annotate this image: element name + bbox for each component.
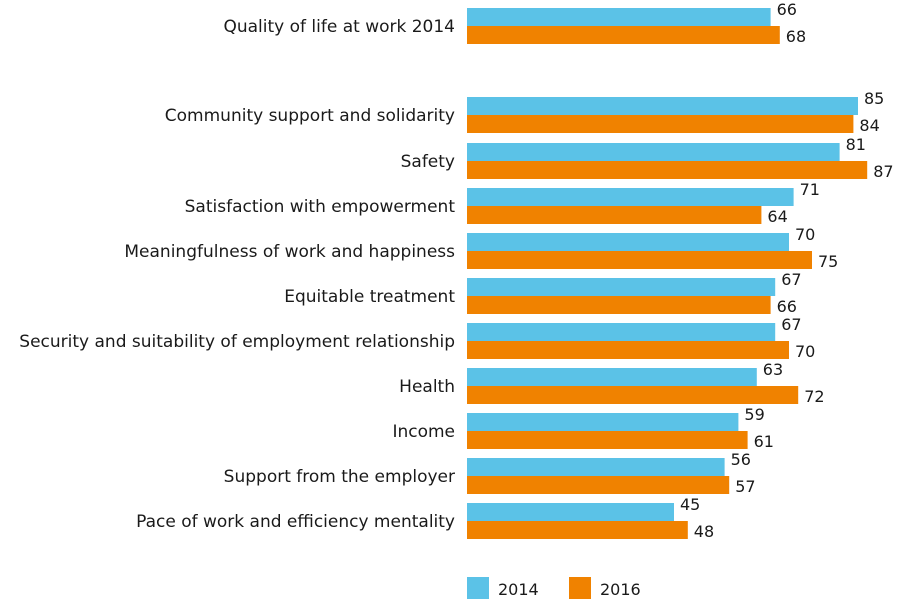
data-label: 64 [767,207,787,226]
bar-2014 [467,503,674,521]
bar-2016 [467,341,789,359]
bar-2014 [467,233,789,251]
data-label: 61 [754,432,774,451]
data-label: 70 [795,342,815,361]
bar-2014 [467,97,858,115]
data-label: 48 [694,522,714,541]
legend-swatch-2016 [569,577,591,599]
category-label: Income [392,422,455,442]
data-label: 71 [800,180,820,199]
bar-2016 [467,161,868,179]
legend-label: 2016 [600,580,641,599]
legend-label: 2014 [498,580,539,599]
category-label: Support from the employer [224,467,455,487]
bar-2014 [467,413,739,431]
data-label: 59 [744,405,764,424]
data-label: 75 [818,252,838,271]
category-label: Equitable treatment [284,287,455,307]
category-label: Quality of life at work 2014 [223,17,455,37]
category-label: Safety [401,152,455,172]
bar-2014 [467,278,776,296]
bar-2016 [467,206,762,224]
category-label: Health [399,377,455,397]
labels-layer: Quality of life at work 2014 66 68 Communit… [19,0,893,541]
data-label: 56 [731,450,751,469]
data-label: 57 [735,477,755,496]
data-label: 81 [846,135,866,154]
data-label: 66 [777,297,797,316]
bar-2016 [467,476,730,494]
data-label: 87 [873,162,893,181]
data-label: 45 [680,495,700,514]
legend: 2014 2016 [467,577,641,599]
category-label: Satisfaction with empowerment [185,197,456,217]
category-label: Security and suitability of employment r… [19,332,455,352]
data-label: 85 [864,89,884,108]
data-label: 84 [859,116,879,135]
data-label: 67 [781,315,801,334]
bar-2014 [467,188,794,206]
bar-2014 [467,143,840,161]
category-label: Pace of work and efficiency mentality [136,512,455,532]
category-label: Meaningfulness of work and happiness [124,242,455,262]
bar-2014 [467,458,725,476]
data-label: 68 [786,27,806,46]
bar-2016 [467,521,688,539]
bar-2016 [467,431,748,449]
bar-2014 [467,323,776,341]
data-label: 67 [781,270,801,289]
bars-layer [467,8,868,539]
data-label: 72 [804,387,824,406]
category-label: Community support and solidarity [165,106,455,126]
bar-2016 [467,296,771,314]
bar-2014 [467,368,757,386]
legend-swatch-2014 [467,577,489,599]
bar-2016 [467,386,799,404]
bar-2016 [467,115,854,133]
bar-2016 [467,26,780,44]
data-label: 70 [795,225,815,244]
data-label: 63 [763,360,783,379]
bar-2016 [467,251,812,269]
bar-2014 [467,8,771,26]
data-label: 66 [777,0,797,19]
